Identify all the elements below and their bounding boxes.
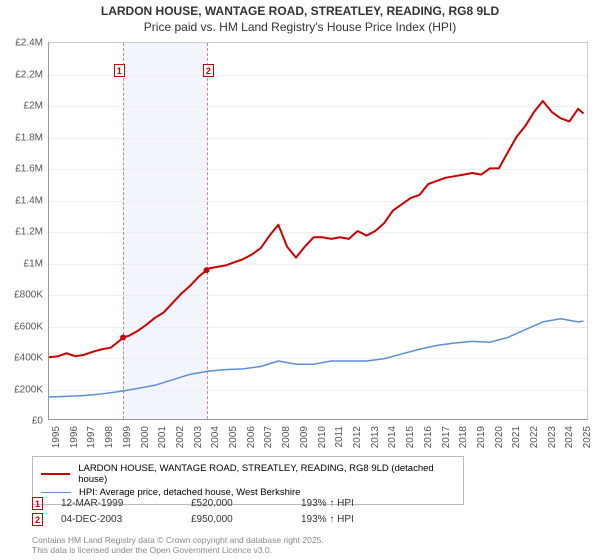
x-axis-label: 2015 <box>405 426 416 448</box>
y-axis-label: £2.4M <box>15 38 43 49</box>
x-axis-label: 2010 <box>317 426 328 448</box>
marker-dot-1 <box>120 335 126 341</box>
x-axis-label: 1995 <box>51 426 62 448</box>
legend-swatch-hpi <box>41 492 71 493</box>
x-axis-label: 2021 <box>511 426 522 448</box>
x-axis-label: 2023 <box>547 426 558 448</box>
event-hpi-1: 193% ↑ HPI <box>301 498 354 509</box>
x-axis-label: 2024 <box>564 426 575 448</box>
x-axis-label: 1999 <box>122 426 133 448</box>
x-axis-label: 2025 <box>582 426 593 448</box>
event-marker-1: 1 <box>32 497 43 510</box>
marker-dot-2 <box>204 267 210 273</box>
x-axis-label: 1997 <box>86 426 97 448</box>
y-axis-label: £2.2M <box>15 69 43 80</box>
y-axis-label: £600K <box>14 321 43 332</box>
y-axis-label: £1M <box>24 258 43 269</box>
plot-svg <box>49 43 587 419</box>
x-axis-label: 2001 <box>157 426 168 448</box>
x-axis-label: 2004 <box>210 426 221 448</box>
x-axis-label: 1998 <box>104 426 115 448</box>
title-main: LARDON HOUSE, WANTAGE ROAD, STREATLEY, R… <box>0 4 600 18</box>
x-axis-label: 2008 <box>281 426 292 448</box>
x-axis-label: 2020 <box>494 426 505 448</box>
event-table: 1 12-MAR-1999 £520,000 193% ↑ HPI 2 04-D… <box>32 494 354 529</box>
event-date-1: 12-MAR-1999 <box>61 498 191 509</box>
x-axis-label: 2013 <box>370 426 381 448</box>
legend-item-property: LARDON HOUSE, WANTAGE ROAD, STREATLEY, R… <box>41 463 455 485</box>
event-marker-2: 2 <box>32 513 43 526</box>
marker-callout-2: 2 <box>203 64 214 77</box>
y-axis-label: £200K <box>14 384 43 395</box>
x-axis-label: 2019 <box>476 426 487 448</box>
x-axis-label: 2003 <box>193 426 204 448</box>
x-axis-label: 2017 <box>441 426 452 448</box>
event-row-2: 2 04-DEC-2003 £950,000 193% ↑ HPI <box>32 513 354 526</box>
event-price-2: £950,000 <box>191 514 301 525</box>
x-axis-label: 2005 <box>228 426 239 448</box>
chart-plot-area: £0£200K£400K£600K£800K£1M£1.2M£1.4M£1.6M… <box>48 42 588 420</box>
x-axis-label: 2018 <box>458 426 469 448</box>
x-axis-label: 2014 <box>387 426 398 448</box>
title-sub: Price paid vs. HM Land Registry's House … <box>0 20 600 34</box>
x-axis-label: 2012 <box>352 426 363 448</box>
chart-container: LARDON HOUSE, WANTAGE ROAD, STREATLEY, R… <box>0 0 600 560</box>
x-axis-label: 2022 <box>529 426 540 448</box>
x-axis-label: 2002 <box>175 426 186 448</box>
y-axis-label: £1.2M <box>15 227 43 238</box>
legend-swatch-property <box>41 473 70 475</box>
y-axis-label: £0 <box>32 416 43 427</box>
series-hpi <box>49 319 584 397</box>
x-axis-label: 2016 <box>423 426 434 448</box>
y-axis-label: £2M <box>24 101 43 112</box>
x-axis-label: 2007 <box>263 426 274 448</box>
title-block: LARDON HOUSE, WANTAGE ROAD, STREATLEY, R… <box>0 0 600 34</box>
x-axis-label: 2009 <box>299 426 310 448</box>
y-axis-label: £1.6M <box>15 164 43 175</box>
event-date-2: 04-DEC-2003 <box>61 514 191 525</box>
x-axis-label: 1996 <box>69 426 80 448</box>
y-axis-label: £400K <box>14 353 43 364</box>
legend-label-property: LARDON HOUSE, WANTAGE ROAD, STREATLEY, R… <box>78 463 455 485</box>
footer: Contains HM Land Registry data © Crown c… <box>32 535 324 556</box>
event-row-1: 1 12-MAR-1999 £520,000 193% ↑ HPI <box>32 497 354 510</box>
y-axis-label: £1.8M <box>15 132 43 143</box>
x-axis-label: 2006 <box>246 426 257 448</box>
footer-line-1: Contains HM Land Registry data © Crown c… <box>32 535 324 546</box>
series-property <box>49 101 584 357</box>
x-axis-label: 2000 <box>140 426 151 448</box>
marker-callout-1: 1 <box>114 64 125 77</box>
footer-line-2: This data is licensed under the Open Gov… <box>32 545 324 556</box>
event-price-1: £520,000 <box>191 498 301 509</box>
event-hpi-2: 193% ↑ HPI <box>301 514 354 525</box>
y-axis-label: £1.4M <box>15 195 43 206</box>
x-axis-label: 2011 <box>334 426 345 448</box>
y-axis-label: £800K <box>14 290 43 301</box>
